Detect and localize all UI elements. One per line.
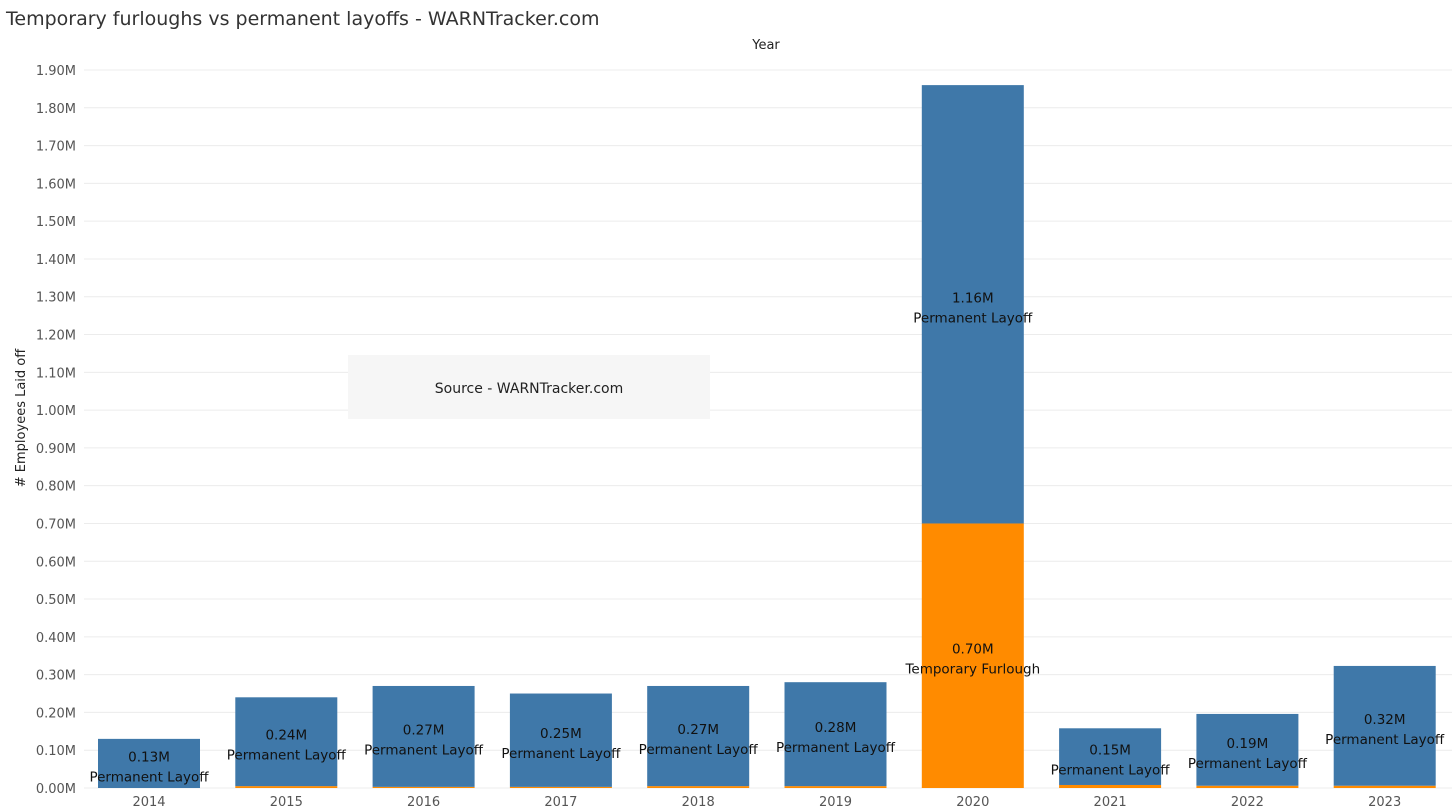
y-tick-label: 1.30M [36,291,76,306]
y-tick-label: 0.90M [36,442,76,457]
bar-value-label: 1.16M [952,290,994,306]
bar-value-label: 0.27M [677,722,719,738]
bar-permanent-layoff-2018 [647,685,750,787]
bar-value-label: 0.15M [1089,743,1131,759]
bar-permanent-layoff-2020 [921,85,1024,524]
bar-series-label: Permanent Layoff [639,742,759,758]
bar-value-label: 0.32M [1364,712,1406,728]
bar-temporary-furlough-2023 [1333,785,1436,788]
source-annotation-box [348,355,710,419]
bar-labels: 0.13M Permanent Layoff 0.24M Permanent Layo… [89,290,1444,785]
source-annotation-text: Source - WARNTracker.com [435,381,623,397]
bar-value-label: 0.28M [815,720,857,736]
bar-value-label: 0.70M [952,642,994,658]
bar-permanent-layoff-2021 [1059,728,1162,785]
y-tick-label: 0.70M [36,517,76,532]
bar-value-label: 0.27M [403,722,445,738]
bar-series-label: Permanent Layoff [227,748,347,764]
bar-temporary-furlough-2021 [1059,784,1162,788]
x-axis-title: Year [751,38,780,53]
bar-series-label: Permanent Layoff [364,742,484,758]
x-axis-ticks: 2014 2015 2016 2017 2018 2019 2020 2021 2022 2023 [132,795,1401,810]
y-tick-label: 0.50M [36,593,76,608]
y-tick-label: 1.80M [36,102,76,117]
y-tick-label: 1.90M [36,64,76,79]
bar-series-label: Permanent Layoff [1188,756,1308,772]
chart-title: Temporary furloughs vs permanent layoffs… [6,8,600,30]
bar-temporary-furlough-2018 [647,786,750,788]
y-axis-ticks: 0.00M 0.10M 0.20M 0.30M 0.40M 0.50M 0.60M 0.70M… [36,64,76,797]
bar-permanent-layoff-2019 [784,682,887,787]
y-tick-label: 1.50M [36,215,76,230]
source-annotation: Source - WARNTracker.com [348,355,710,419]
y-tick-label: 1.20M [36,329,76,344]
x-tick-label: 2016 [407,795,440,810]
bar-permanent-layoff-2016 [372,685,475,787]
x-tick-label: 2022 [1231,795,1264,810]
x-tick-label: 2017 [544,795,577,810]
y-tick-label: 1.40M [36,253,76,268]
y-tick-label: 0.40M [36,631,76,646]
y-tick-label: 0.10M [36,744,76,759]
y-tick-label: 1.10M [36,366,76,381]
y-tick-label: 1.60M [36,177,76,192]
x-tick-label: 2015 [270,795,303,810]
y-tick-label: 0.00M [36,782,76,797]
x-tick-label: 2019 [819,795,852,810]
y-axis-title: # Employees Laid off [14,348,29,487]
gridlines [84,69,1452,789]
y-tick-label: 1.00M [36,404,76,419]
bar-permanent-layoff-2023 [1333,665,1436,786]
bar-series-label: Permanent Layoff [913,310,1033,326]
bar-series-label: Permanent Layoff [776,740,896,756]
bar-temporary-furlough-2019 [784,786,887,788]
bar-temporary-furlough-2020 [921,523,1024,788]
bar-permanent-layoff-2017 [509,693,612,787]
bar-temporary-furlough-2017 [509,786,612,788]
bar-permanent-layoff-2014 [98,738,200,788]
bar-value-label: 0.19M [1227,736,1269,752]
x-tick-label: 2014 [132,795,165,810]
bar-series-label: Permanent Layoff [1325,732,1445,748]
bar-permanent-layoff-2022 [1196,713,1299,786]
bar-series-label: Permanent Layoff [1051,763,1171,779]
x-tick-label: 2020 [956,795,989,810]
bar-temporary-furlough-2016 [372,786,475,788]
bar-value-label: 0.24M [265,728,307,744]
x-tick-label: 2021 [1094,795,1127,810]
bar-value-label: 0.13M [128,749,170,765]
bar-series-label: Temporary Furlough [904,662,1040,678]
x-tick-label: 2023 [1368,795,1401,810]
y-tick-label: 0.80M [36,480,76,495]
bar-temporary-furlough-2022 [1196,785,1299,788]
y-tick-label: 0.60M [36,555,76,570]
x-tick-label: 2018 [682,795,715,810]
bars [98,85,1436,788]
bar-series-label: Permanent Layoff [501,746,621,762]
bar-value-label: 0.25M [540,726,582,742]
y-tick-label: 0.30M [36,669,76,684]
bar-series-label: Permanent Layoff [89,769,209,785]
bar-permanent-layoff-2015 [235,697,338,787]
y-tick-label: 1.70M [36,140,76,155]
bar-temporary-furlough-2015 [235,786,338,788]
y-tick-label: 0.20M [36,706,76,721]
